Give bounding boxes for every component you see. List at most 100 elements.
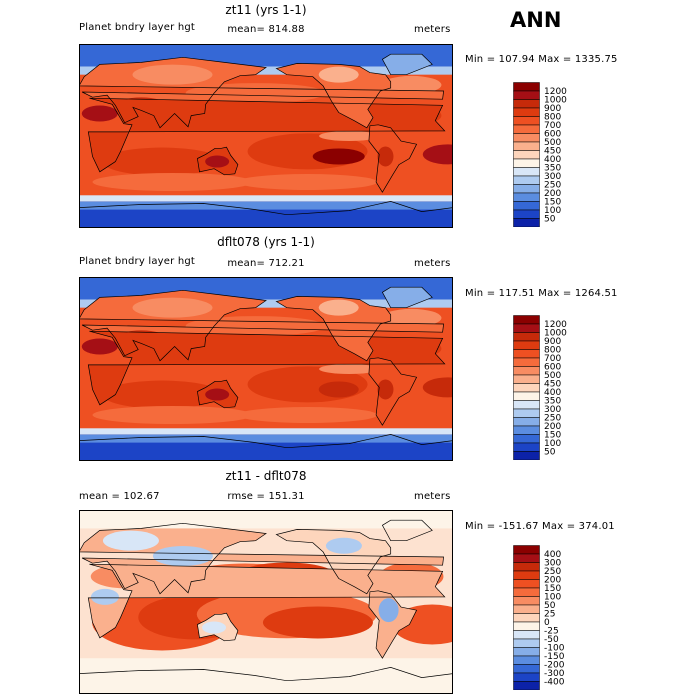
colorbar-label: 200 <box>544 422 561 432</box>
coastline <box>87 97 446 173</box>
coastline <box>87 330 446 406</box>
field-blob <box>202 621 227 634</box>
colorbar-label: 1200 <box>544 87 567 97</box>
colorbar-box <box>513 141 540 151</box>
colorbar-box <box>513 681 540 690</box>
colorbar-label: 900 <box>544 337 561 347</box>
panel-1-map <box>79 44 453 228</box>
colorbar-label: 700 <box>544 354 561 364</box>
colorbar-box <box>513 124 540 134</box>
colorbar-box <box>513 323 540 333</box>
colorbar-box <box>513 357 540 367</box>
field-blob <box>92 406 253 424</box>
panel-2-units: meters <box>414 258 451 269</box>
coastline <box>275 63 392 129</box>
colorbar-box <box>513 349 540 359</box>
colorbar-label: 50 <box>544 448 556 458</box>
panel-3-minmax: Min = -151.67 Max = 374.01 <box>465 521 615 532</box>
field-blob <box>205 388 230 401</box>
colorbar-label: 300 <box>544 559 561 569</box>
coastline <box>381 286 433 309</box>
colorbar-label: 1200 <box>544 320 567 330</box>
colorbar-box <box>513 133 540 143</box>
colorbar-box <box>513 672 540 682</box>
colorbar-box <box>513 116 540 126</box>
colorbar-box <box>513 570 540 580</box>
field-blob <box>262 606 373 639</box>
colorbar-label: -100 <box>544 644 565 654</box>
field-region <box>276 63 391 128</box>
panel-1-title: zt11 (yrs 1-1) <box>225 3 307 17</box>
colorbar-label: 150 <box>544 198 561 208</box>
colorbar-box <box>513 400 540 410</box>
colorbar-box <box>513 630 540 640</box>
colorbar-box <box>513 579 540 589</box>
colorbar-box <box>513 150 540 160</box>
coastline <box>79 667 453 682</box>
coastline <box>368 590 418 659</box>
colorbar-box <box>513 553 540 563</box>
colorbar-label: 400 <box>544 550 561 560</box>
colorbar-label: 150 <box>544 431 561 441</box>
field-blob <box>325 537 362 554</box>
colorbar-label: -400 <box>544 678 565 688</box>
panel-3-mean: mean = 102.67 <box>79 491 160 502</box>
colorbar-box <box>513 383 540 393</box>
colorbar-label: 350 <box>544 164 561 174</box>
colorbar-box <box>513 391 540 401</box>
panel-3-map <box>79 510 453 694</box>
colorbar-label: 300 <box>544 405 561 415</box>
coastline <box>381 53 433 76</box>
field-blob <box>422 144 453 165</box>
field-blob <box>318 66 359 83</box>
field-blob <box>102 380 223 409</box>
colorbar-box <box>513 587 540 597</box>
panel-2-title: dflt078 (yrs 1-1) <box>217 235 315 249</box>
colorbar-label: -200 <box>544 661 565 671</box>
colorbar-label: 900 <box>544 104 561 114</box>
colorbar-box <box>513 613 540 623</box>
panel-1-colorbar: 1200100090080070060050045040035030025020… <box>513 82 567 227</box>
panel-1-variable: Planet bndry layer hgt <box>79 22 196 33</box>
colorbar-label: 450 <box>544 380 561 390</box>
field-blob <box>102 530 159 551</box>
colorbar-box <box>513 82 540 92</box>
field-region <box>382 54 433 75</box>
colorbar-label: 100 <box>544 593 561 603</box>
colorbar-label: 400 <box>544 388 561 398</box>
colorbar-label: 25 <box>544 610 555 620</box>
coastline <box>79 201 453 216</box>
coastline <box>79 434 453 449</box>
colorbar-label: 500 <box>544 371 561 381</box>
colorbar-box <box>513 374 540 384</box>
colorbar-box <box>513 340 540 350</box>
panel-3-units: meters <box>414 491 451 502</box>
colorbar-box <box>513 434 540 444</box>
colorbar-box <box>513 99 540 109</box>
field-blob <box>90 588 119 605</box>
colorbar-box <box>513 107 540 117</box>
colorbar-label: 100 <box>544 439 561 449</box>
field-blob <box>237 407 378 423</box>
field-blob <box>92 173 253 191</box>
field-region <box>276 296 391 361</box>
panel-2-map <box>79 277 453 461</box>
field-blob <box>312 148 365 165</box>
colorbar-box <box>513 545 540 555</box>
colorbar-box <box>513 158 540 168</box>
colorbar-label: 1000 <box>544 96 567 106</box>
colorbar-label: -50 <box>544 635 559 645</box>
coastline <box>368 124 418 193</box>
colorbar-label: 0 <box>544 618 550 628</box>
colorbar-label: 800 <box>544 346 561 356</box>
colorbar-label: 400 <box>544 155 561 165</box>
colorbar-box <box>513 442 540 452</box>
field-blob <box>318 381 359 398</box>
colorbar-label: 1000 <box>544 329 567 339</box>
coastline <box>79 289 444 362</box>
coastline <box>275 529 392 595</box>
colorbar-box <box>513 417 540 427</box>
map-frame <box>79 44 453 228</box>
panel-1-minmax: Min = 107.94 Max = 1335.75 <box>465 54 618 65</box>
colorbar-box <box>513 167 540 177</box>
